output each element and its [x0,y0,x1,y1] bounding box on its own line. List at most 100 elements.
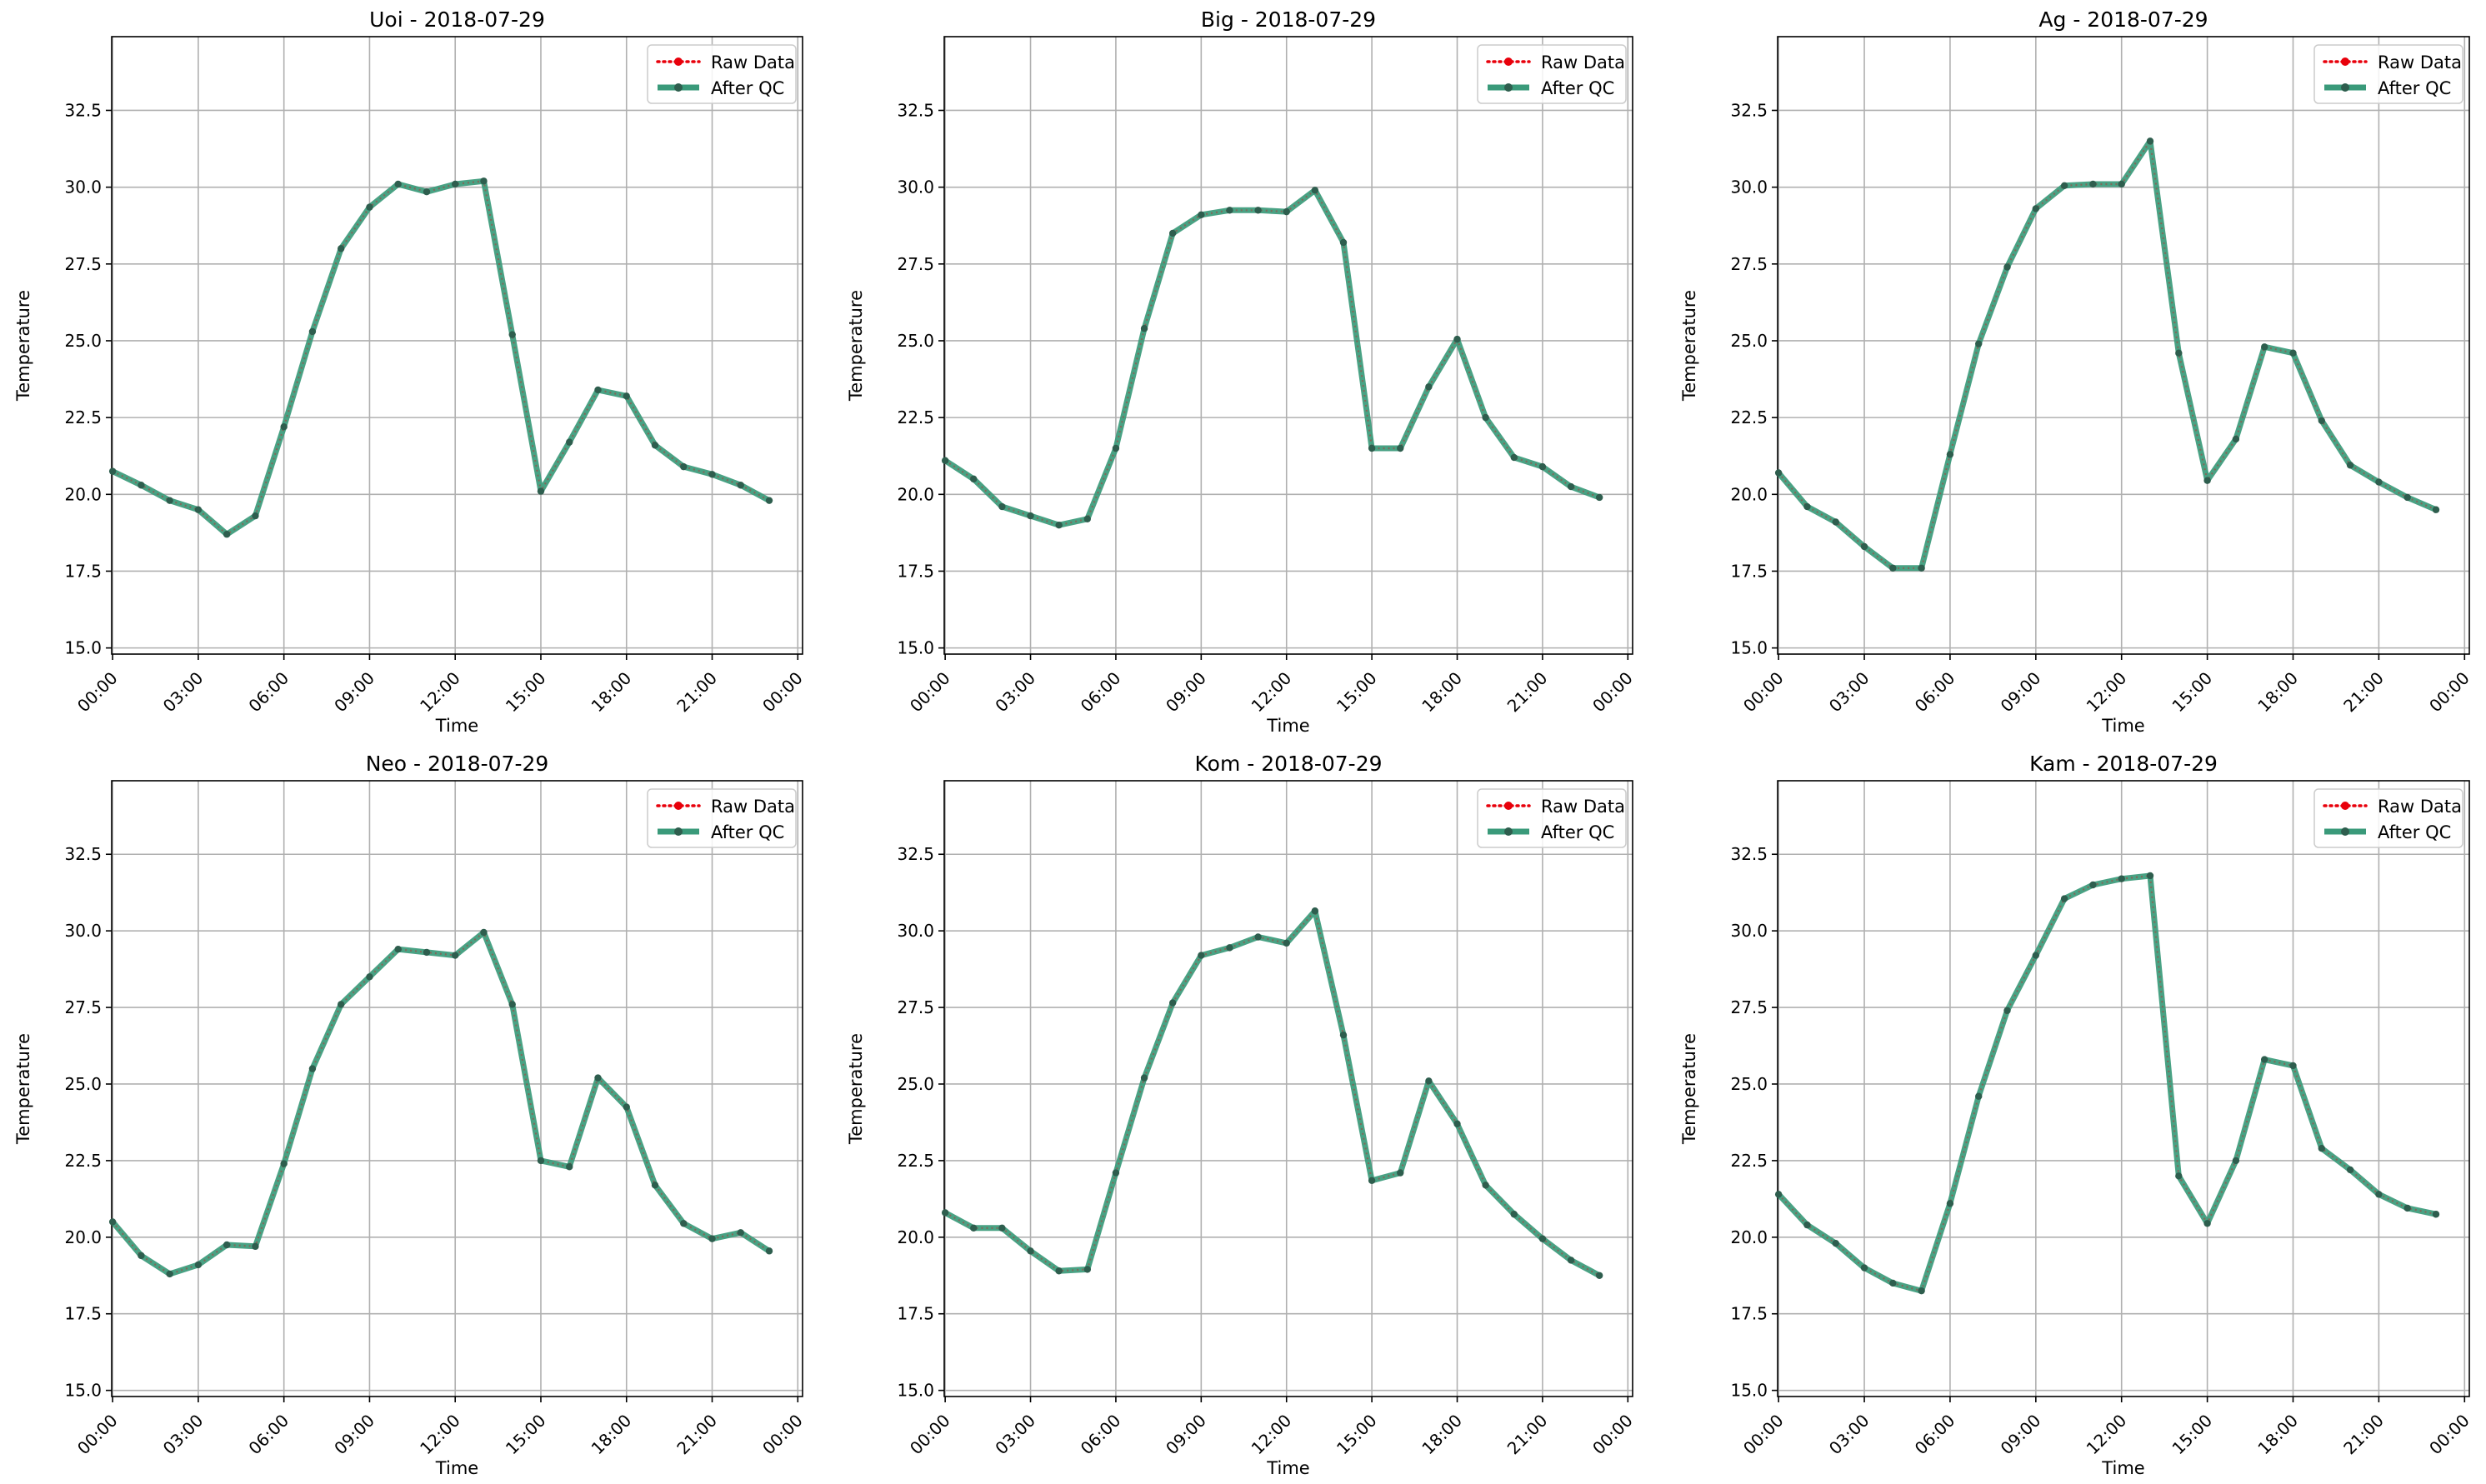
x-tick-label: 00:00 [758,668,807,717]
x-tick-label: 06:00 [244,1411,293,1459]
y-tick-label: 27.5 [1730,254,1768,274]
legend-qc-marker [2341,83,2349,92]
data-point [1538,1235,1547,1242]
data-point [2432,1211,2440,1218]
data-point [1397,444,1404,452]
x-tick-label: 18:00 [1418,1411,1466,1459]
x-tick-label: 00:00 [73,1411,122,1459]
data-point [1027,1247,1034,1255]
x-axis-label: Time [2101,1458,2144,1478]
x-tick-label: 06:00 [1077,668,1125,717]
x-tick-label: 21:00 [1503,668,1552,717]
legend-raw-marker [1504,802,1513,810]
data-point [1567,482,1575,491]
data-point [737,482,744,489]
data-point [1567,1257,1575,1264]
data-point [2032,952,2040,959]
data-point [337,245,345,252]
x-tick-label: 18:00 [2253,1411,2302,1459]
x-tick-label: 15:00 [502,668,550,717]
data-point [1283,207,1290,216]
chart-title: Big - 2018-07-29 [1201,7,1376,32]
data-point [166,497,173,504]
data-point [452,952,459,959]
data-point [970,1224,978,1232]
y-axis-label: Temperature [1679,290,1699,402]
data-point [680,462,688,471]
x-tick-label: 12:00 [1248,668,1296,717]
data-point [1339,238,1348,247]
y-tick-label: 15.0 [64,1381,102,1401]
data-point [1140,325,1148,332]
legend-qc-marker [2341,827,2349,836]
data-point [998,1224,1006,1232]
data-point [2175,349,2183,357]
data-point [941,457,949,464]
y-tick-label: 30.0 [64,177,102,197]
legend-qc-label: After QC [711,822,784,842]
data-point [2175,1172,2183,1180]
data-point [2261,1056,2268,1063]
data-point [480,177,488,185]
y-tick-label: 32.5 [1730,844,1768,864]
data-point [366,203,373,211]
y-axis-label: Temperature [846,290,866,402]
x-tick-label: 21:00 [2339,1411,2388,1459]
y-tick-label: 30.0 [1730,177,1768,197]
data-point [252,512,259,520]
data-point [138,1252,145,1260]
chart-title: Kom - 2018-07-29 [1195,752,1383,776]
data-point [1510,453,1518,462]
y-tick-label: 20.0 [64,1227,102,1247]
data-point [1946,1200,1954,1207]
plot-frame [943,780,1633,1397]
data-point [737,1229,744,1237]
data-point [2146,137,2154,145]
x-tick-label: 03:00 [1825,1411,1873,1459]
data-point [1226,207,1233,214]
x-tick-label: 21:00 [1503,1411,1552,1459]
y-tick-label: 22.5 [1730,1151,1768,1171]
x-tick-label: 00:00 [2425,1411,2473,1459]
legend-raw-label: Raw Data [711,52,795,72]
data-point [1254,933,1262,941]
data-point [1774,469,1783,477]
x-tick-label: 00:00 [906,668,954,717]
y-tick-label: 25.0 [1730,331,1768,351]
x-tick-label: 00:00 [1739,1411,1788,1459]
legend-qc-marker [674,827,683,836]
after-qc-line [1776,872,2437,1294]
raw-data-line [112,931,770,1276]
data-point [1482,413,1489,422]
data-point [1860,542,1868,551]
y-tick-label: 25.0 [897,1074,934,1094]
legend-qc-marker [1504,83,1513,92]
data-point [1946,451,1954,458]
data-point [138,482,145,489]
data-point [623,392,630,400]
y-tick-label: 30.0 [1730,921,1768,941]
data-point [308,327,317,336]
x-tick-label: 18:00 [588,668,636,717]
data-point [1226,944,1233,952]
data-point [2118,875,2125,882]
data-point [2375,1191,2383,1198]
data-point [537,487,545,495]
x-tick-label: 09:00 [1162,1411,1210,1459]
plot-frame [111,780,803,1397]
data-point [651,1182,659,1189]
legend-raw-marker [674,57,683,66]
x-tick-label: 00:00 [2425,668,2473,717]
chart-panel-1: 15.0 17.5 20.0 22.5 25.0 27.5 30.0 32.5 00:00 03:… [846,7,1637,736]
y-tick-label: 20.0 [1730,484,1768,504]
data-point [2003,263,2011,271]
data-point [708,1235,716,1242]
raw-data-line [1778,874,2437,1292]
legend: Raw Data After QC [647,44,797,104]
y-tick-label: 25.0 [897,331,934,351]
legend-raw-marker [1504,57,1513,66]
y-axis-label: Temperature [1679,1033,1699,1145]
data-point [1425,383,1433,391]
data-point [1198,952,1205,959]
